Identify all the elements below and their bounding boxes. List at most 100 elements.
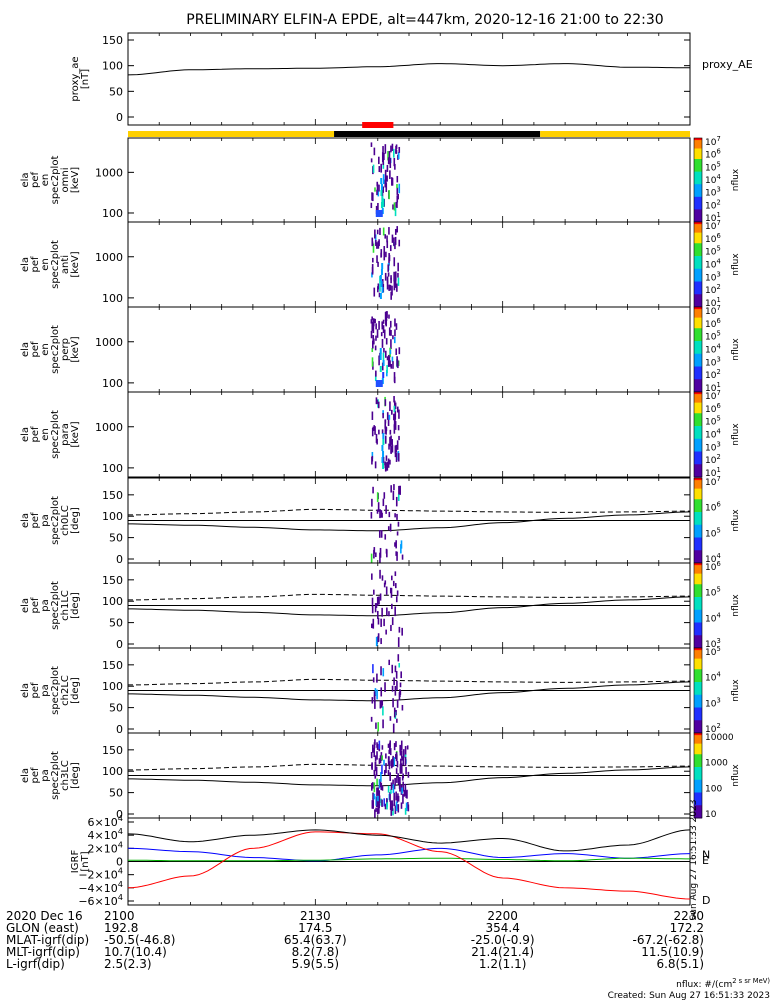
flux-pixel bbox=[393, 400, 396, 410]
flux-pixel bbox=[396, 283, 398, 292]
colorbar-cell bbox=[694, 641, 702, 645]
y-axis-label: proxy_ae bbox=[70, 56, 81, 101]
flux-pixel bbox=[396, 551, 398, 561]
flux-pixel bbox=[379, 348, 382, 354]
colorbar-cell bbox=[694, 747, 702, 751]
y-tick-label: 0 bbox=[116, 111, 123, 124]
y-tick-label: 0 bbox=[116, 553, 123, 566]
flux-pixel bbox=[398, 347, 401, 355]
flux-pixel bbox=[382, 198, 385, 208]
flux-pixel bbox=[378, 156, 380, 165]
y-axis-label: en bbox=[40, 174, 51, 187]
colorbar-cell bbox=[694, 345, 702, 348]
flux-pixel bbox=[374, 345, 377, 351]
flux-pixel bbox=[385, 548, 388, 554]
flux-pixel bbox=[374, 373, 377, 382]
colorbar-cell bbox=[694, 353, 702, 357]
flux-pixel bbox=[385, 753, 387, 759]
footer-value: -50.5(-46.8) bbox=[104, 933, 175, 947]
colorbar-cell bbox=[694, 484, 702, 487]
flux-pixel bbox=[391, 409, 393, 415]
flux-pixel bbox=[372, 486, 374, 494]
y-tick-label: −2×104 bbox=[78, 866, 123, 882]
flux-pixel bbox=[387, 785, 390, 793]
colorbar-cell bbox=[694, 451, 702, 455]
flux-pixel bbox=[374, 774, 377, 779]
flux-pixel bbox=[378, 184, 380, 192]
flux-pixel bbox=[380, 332, 383, 337]
colorbar-cell bbox=[694, 381, 702, 384]
colorbar-cell bbox=[694, 142, 702, 145]
flux-pixel bbox=[391, 439, 394, 448]
colorbar-cell bbox=[694, 377, 702, 380]
y-axis-label: ela bbox=[20, 342, 31, 357]
colorbar-cell bbox=[694, 786, 702, 789]
y-axis-label: [deg] bbox=[70, 762, 81, 789]
flux-pixel bbox=[388, 756, 390, 763]
flux-pixel bbox=[372, 323, 375, 334]
colorbar-cell bbox=[694, 355, 702, 359]
colorbar-tick-label: 105 bbox=[705, 245, 721, 258]
colorbar-tick-label: 102 bbox=[705, 453, 721, 466]
colorbar-cell bbox=[694, 758, 702, 762]
y-axis-label: spec2plot bbox=[50, 666, 61, 715]
colorbar-cell bbox=[694, 790, 702, 793]
flux-pixel bbox=[401, 627, 403, 636]
rotated-timestamp: Sun Aug 27 16:51:33 2023 bbox=[689, 800, 699, 921]
colorbar-tick-label: 102 bbox=[705, 368, 721, 381]
flux-pixel bbox=[407, 771, 410, 778]
colorbar-cell bbox=[694, 522, 702, 526]
colorbar-cell bbox=[694, 543, 702, 547]
flux-pixel bbox=[378, 779, 381, 789]
y-axis-label: perp bbox=[60, 338, 71, 361]
flux-pixel bbox=[392, 698, 394, 708]
flux-pixel bbox=[387, 770, 390, 775]
flux-pixel bbox=[375, 807, 377, 812]
colorbar-cell bbox=[694, 658, 702, 662]
colorbar-cell bbox=[694, 409, 702, 412]
colorbar-cell bbox=[694, 735, 702, 738]
flux-pixel bbox=[396, 590, 399, 597]
anti-loss-cone-line bbox=[128, 593, 690, 601]
colorbar-cell bbox=[694, 675, 702, 679]
colorbar-cell bbox=[694, 616, 702, 619]
flux-pixel bbox=[394, 777, 396, 785]
colorbar-cell bbox=[694, 764, 702, 768]
flux-pixel bbox=[392, 204, 394, 210]
colorbar-cell bbox=[694, 815, 702, 819]
colorbar-cell bbox=[694, 694, 702, 698]
flux-pixel bbox=[393, 707, 396, 718]
colorbar-cell bbox=[694, 503, 702, 507]
flux-pixel bbox=[405, 790, 407, 798]
flux-pixel bbox=[371, 264, 374, 274]
chart-title: PRELIMINARY ELFIN-A EPDE, alt=447km, 202… bbox=[186, 12, 663, 28]
flux-pixel bbox=[371, 241, 374, 246]
flux-pixel bbox=[372, 340, 374, 349]
flux-pixel bbox=[398, 183, 401, 194]
colorbar-cell bbox=[694, 730, 702, 734]
flux-pixel bbox=[379, 700, 382, 709]
colorbar-cell bbox=[694, 614, 702, 617]
colorbar-cell bbox=[694, 302, 702, 306]
flux-pixel bbox=[382, 463, 385, 469]
colorbar-cell bbox=[694, 472, 702, 476]
colorbar-cell bbox=[694, 597, 702, 600]
colorbar-cell bbox=[694, 688, 702, 691]
flux-pixel bbox=[397, 773, 399, 778]
flux-pixel bbox=[377, 202, 379, 212]
flux-pixel bbox=[377, 401, 380, 409]
flux-pixel bbox=[374, 809, 376, 819]
colorbar-cell bbox=[694, 222, 702, 225]
colorbar-cell bbox=[694, 648, 702, 651]
colorbar-label: nflux bbox=[731, 338, 741, 361]
colorbar-label: nflux bbox=[731, 509, 741, 532]
flux-pixel bbox=[390, 806, 393, 816]
colorbar-tick-label: 104 bbox=[705, 343, 721, 356]
flux-pixel bbox=[371, 272, 373, 278]
colorbar-cell bbox=[694, 205, 702, 208]
colorbar-cell bbox=[694, 537, 702, 541]
flux-pixel bbox=[376, 673, 378, 683]
colorbar-cell bbox=[694, 256, 702, 259]
colorbar-cell bbox=[694, 603, 702, 606]
flux-pixel bbox=[394, 236, 397, 245]
